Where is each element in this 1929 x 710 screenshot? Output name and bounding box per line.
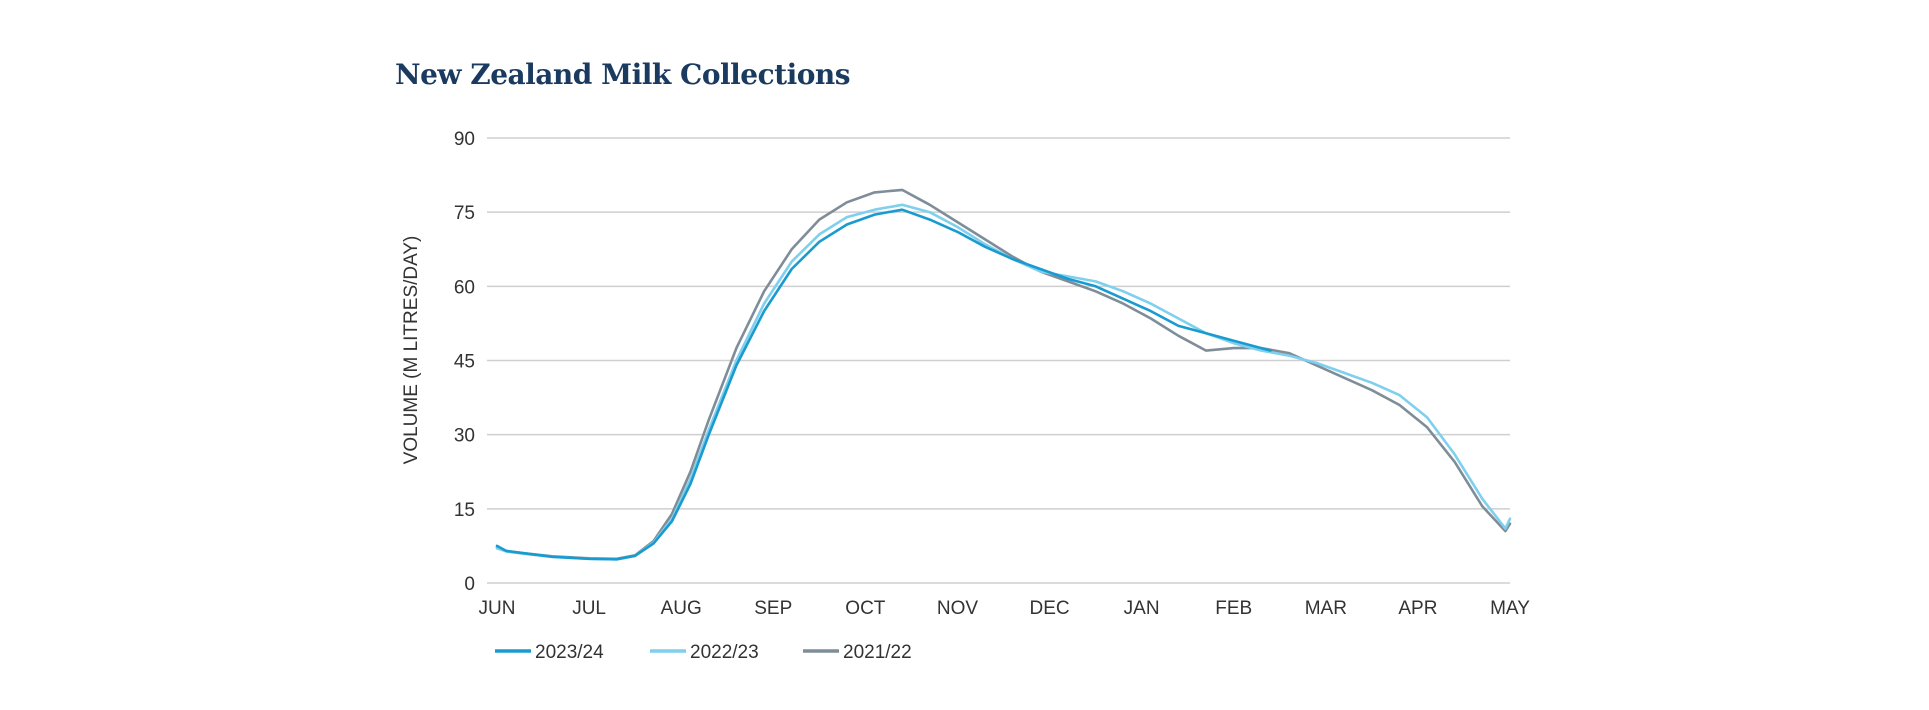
y-tick-label: 75 bbox=[454, 203, 475, 224]
y-tick-label: 30 bbox=[454, 426, 475, 447]
x-tick-label: FEB bbox=[1215, 598, 1252, 619]
y-tick-label: 45 bbox=[454, 352, 475, 373]
y-axis-ticks: 0 15 30 45 60 75 90 bbox=[454, 129, 475, 595]
legend: 2023/24 2022/23 2021/22 bbox=[495, 642, 912, 663]
x-tick-label: MAY bbox=[1490, 598, 1530, 619]
x-tick-label: JUN bbox=[479, 598, 516, 619]
x-tick-label: JAN bbox=[1124, 598, 1160, 619]
x-tick-label: APR bbox=[1398, 598, 1437, 619]
series-line-2021-22 bbox=[495, 188, 1512, 561]
y-tick-label: 0 bbox=[464, 574, 475, 595]
legend-label: 2022/23 bbox=[690, 642, 759, 663]
x-tick-label: OCT bbox=[845, 598, 886, 619]
legend-item-2021-22: 2021/22 bbox=[803, 642, 912, 663]
y-tick-label: 15 bbox=[454, 500, 475, 521]
gridlines bbox=[487, 137, 1510, 584]
legend-label: 2023/24 bbox=[535, 642, 604, 663]
x-tick-label: NOV bbox=[937, 598, 979, 619]
y-tick-label: 60 bbox=[454, 277, 475, 298]
y-axis-label: VOLUME (M LITRES/DAY) bbox=[401, 236, 422, 465]
x-axis-ticks: JUN JUL AUG SEP OCT NOV DEC JAN FEB MAR APR MAY bbox=[479, 598, 1531, 619]
x-tick-label: SEP bbox=[754, 598, 792, 619]
x-tick-label: AUG bbox=[661, 598, 702, 619]
series-lines bbox=[495, 188, 1512, 561]
series-line-2022-23 bbox=[495, 203, 1512, 561]
y-tick-label: 90 bbox=[454, 129, 475, 150]
series-line-2023-24 bbox=[495, 208, 1272, 561]
legend-item-2022-23: 2022/23 bbox=[650, 642, 759, 663]
x-tick-label: JUL bbox=[572, 598, 606, 619]
chart-title: New Zealand Milk Collections bbox=[395, 58, 851, 91]
x-tick-label: DEC bbox=[1029, 598, 1069, 619]
legend-item-2023-24: 2023/24 bbox=[495, 642, 604, 663]
legend-label: 2021/22 bbox=[843, 642, 912, 663]
x-tick-label: MAR bbox=[1305, 598, 1347, 619]
